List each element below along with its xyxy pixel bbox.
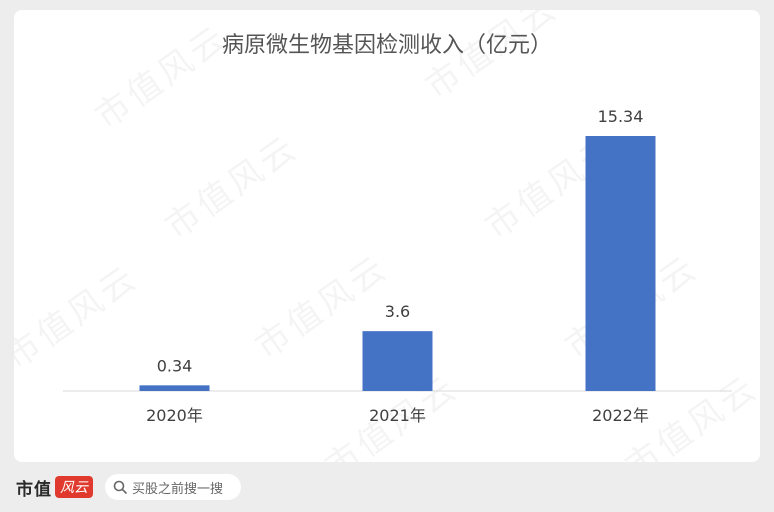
- data-label: 15.34: [598, 107, 644, 126]
- x-tick-label: 2022年: [592, 406, 649, 425]
- search-box[interactable]: 买股之前搜一搜: [105, 474, 241, 500]
- footer: 市值 风云 买股之前搜一搜: [0, 462, 774, 512]
- brand-logo: 市值 风云: [16, 475, 93, 500]
- bar-2020年: [139, 385, 210, 391]
- search-icon: [113, 480, 127, 494]
- brand-seal: 风云: [55, 476, 93, 498]
- bar-2021年: [362, 331, 433, 391]
- brand-name: 市值: [16, 479, 52, 500]
- data-label: 3.6: [385, 302, 410, 321]
- chart-title: 病原微生物基因检测收入（亿元）: [222, 33, 552, 58]
- search-placeholder: 买股之前搜一搜: [132, 481, 224, 497]
- bar-2022年: [585, 136, 656, 391]
- x-tick-label: 2021年: [369, 406, 426, 425]
- bar-chart: 病原微生物基因检测收入（亿元） 0.34 2020年 3.6 2021年 15.34 20…: [63, 33, 732, 425]
- x-tick-label: 2020年: [146, 406, 203, 425]
- data-label: 0.34: [157, 356, 193, 375]
